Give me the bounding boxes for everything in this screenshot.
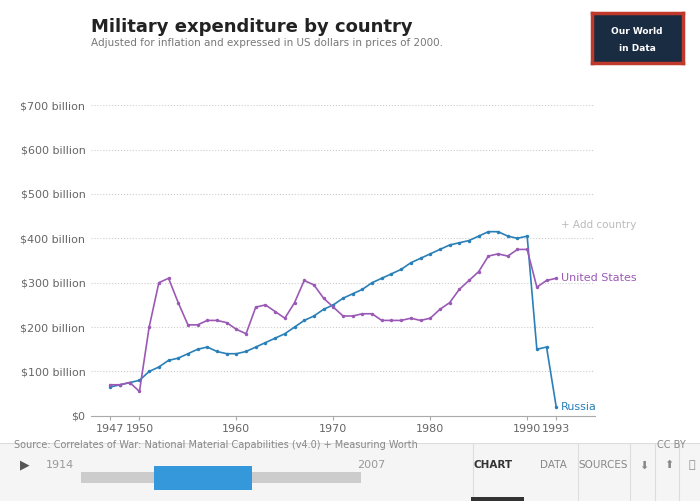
Text: 2007: 2007	[357, 460, 385, 470]
Text: United States: United States	[561, 273, 637, 283]
Text: Military expenditure by country: Military expenditure by country	[91, 18, 412, 36]
Text: Source: Correlates of War: National Material Capabilities (v4.0) + Measuring Wor: Source: Correlates of War: National Mate…	[14, 440, 418, 450]
Text: CHART: CHART	[474, 460, 513, 470]
Text: 1914: 1914	[46, 460, 74, 470]
Text: ⬇: ⬇	[639, 460, 649, 470]
Text: Russia: Russia	[561, 402, 597, 412]
Text: Our World: Our World	[611, 27, 663, 36]
Text: DATA: DATA	[540, 460, 566, 470]
Text: in Data: in Data	[619, 44, 655, 53]
Text: + Add country: + Add country	[561, 220, 636, 230]
Text: ⬆: ⬆	[664, 460, 673, 470]
Text: Adjusted for inflation and expressed in US dollars in prices of 2000.: Adjusted for inflation and expressed in …	[91, 38, 443, 48]
Text: CC BY: CC BY	[657, 440, 686, 450]
Text: SOURCES: SOURCES	[579, 460, 628, 470]
Text: ⤢: ⤢	[688, 460, 695, 470]
Text: ▶: ▶	[20, 459, 29, 472]
